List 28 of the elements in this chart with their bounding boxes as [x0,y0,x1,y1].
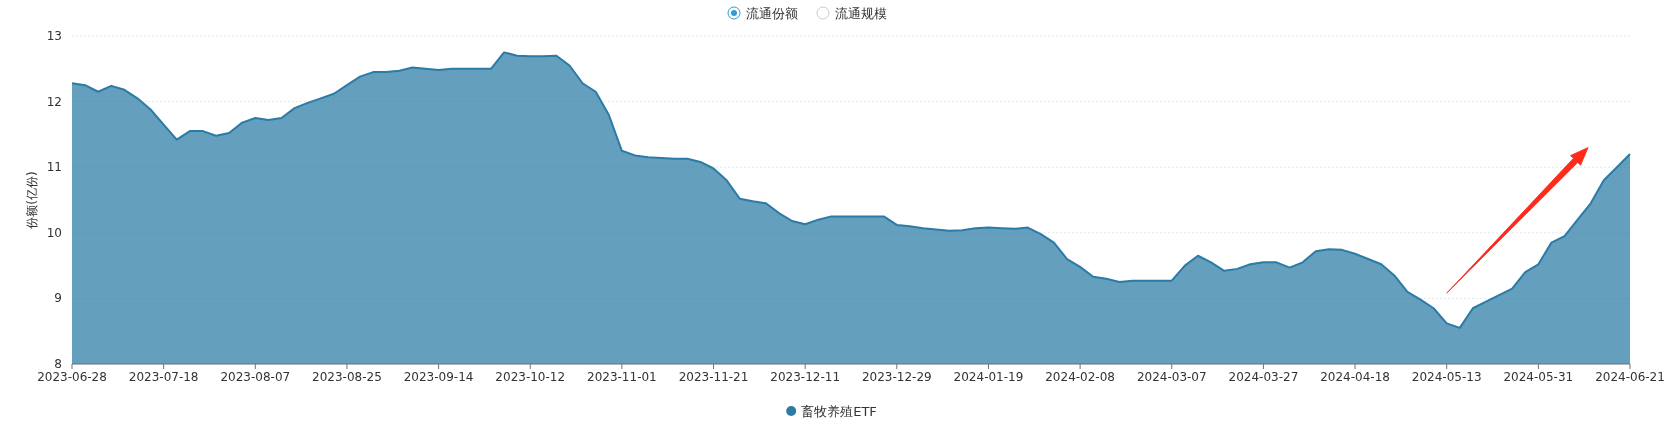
x-tick-label: 2023-12-11 [770,370,841,384]
x-tick-label: 2023-08-07 [220,370,291,384]
x-tick-label: 2023-07-18 [128,370,199,384]
x-tick-label: 2024-03-07 [1136,370,1207,384]
x-tick-label: 2023-08-25 [312,370,382,384]
x-tick-label: 2024-02-08 [1045,370,1115,384]
x-tick-label: 2023-12-29 [861,370,932,384]
x-tick-label: 2023-10-12 [495,370,566,384]
y-tick-label: 9 [54,291,62,306]
y-tick-label: 10 [46,225,62,240]
x-tick-label: 2024-05-13 [1411,370,1482,384]
x-tick-label: 2024-04-18 [1320,370,1390,384]
y-tick-label: 12 [46,94,62,109]
legend-label: 畜牧养殖ETF [801,404,877,419]
y-tick-label: 8 [54,357,62,371]
metric-toggle: 流通份额 流通规模 [727,6,887,21]
legend: 畜牧养殖ETF [786,404,877,419]
y-tick-label: 13 [46,29,62,43]
x-tick-label: 2024-03-27 [1228,370,1299,384]
x-tick-label: 2023-11-21 [678,370,749,384]
x-tick-label: 2024-06-21 [1595,370,1664,384]
y-tick-label: 11 [46,160,62,175]
x-tick-label: 2024-01-19 [953,370,1024,384]
x-tick-label: 2023-06-28 [37,370,107,384]
y-axis-title: 份额(亿份) [25,171,39,229]
x-tick-label: 2023-09-14 [403,370,474,384]
x-tick-label: 2024-05-31 [1503,370,1574,384]
x-tick-label: 2023-11-01 [587,370,657,384]
